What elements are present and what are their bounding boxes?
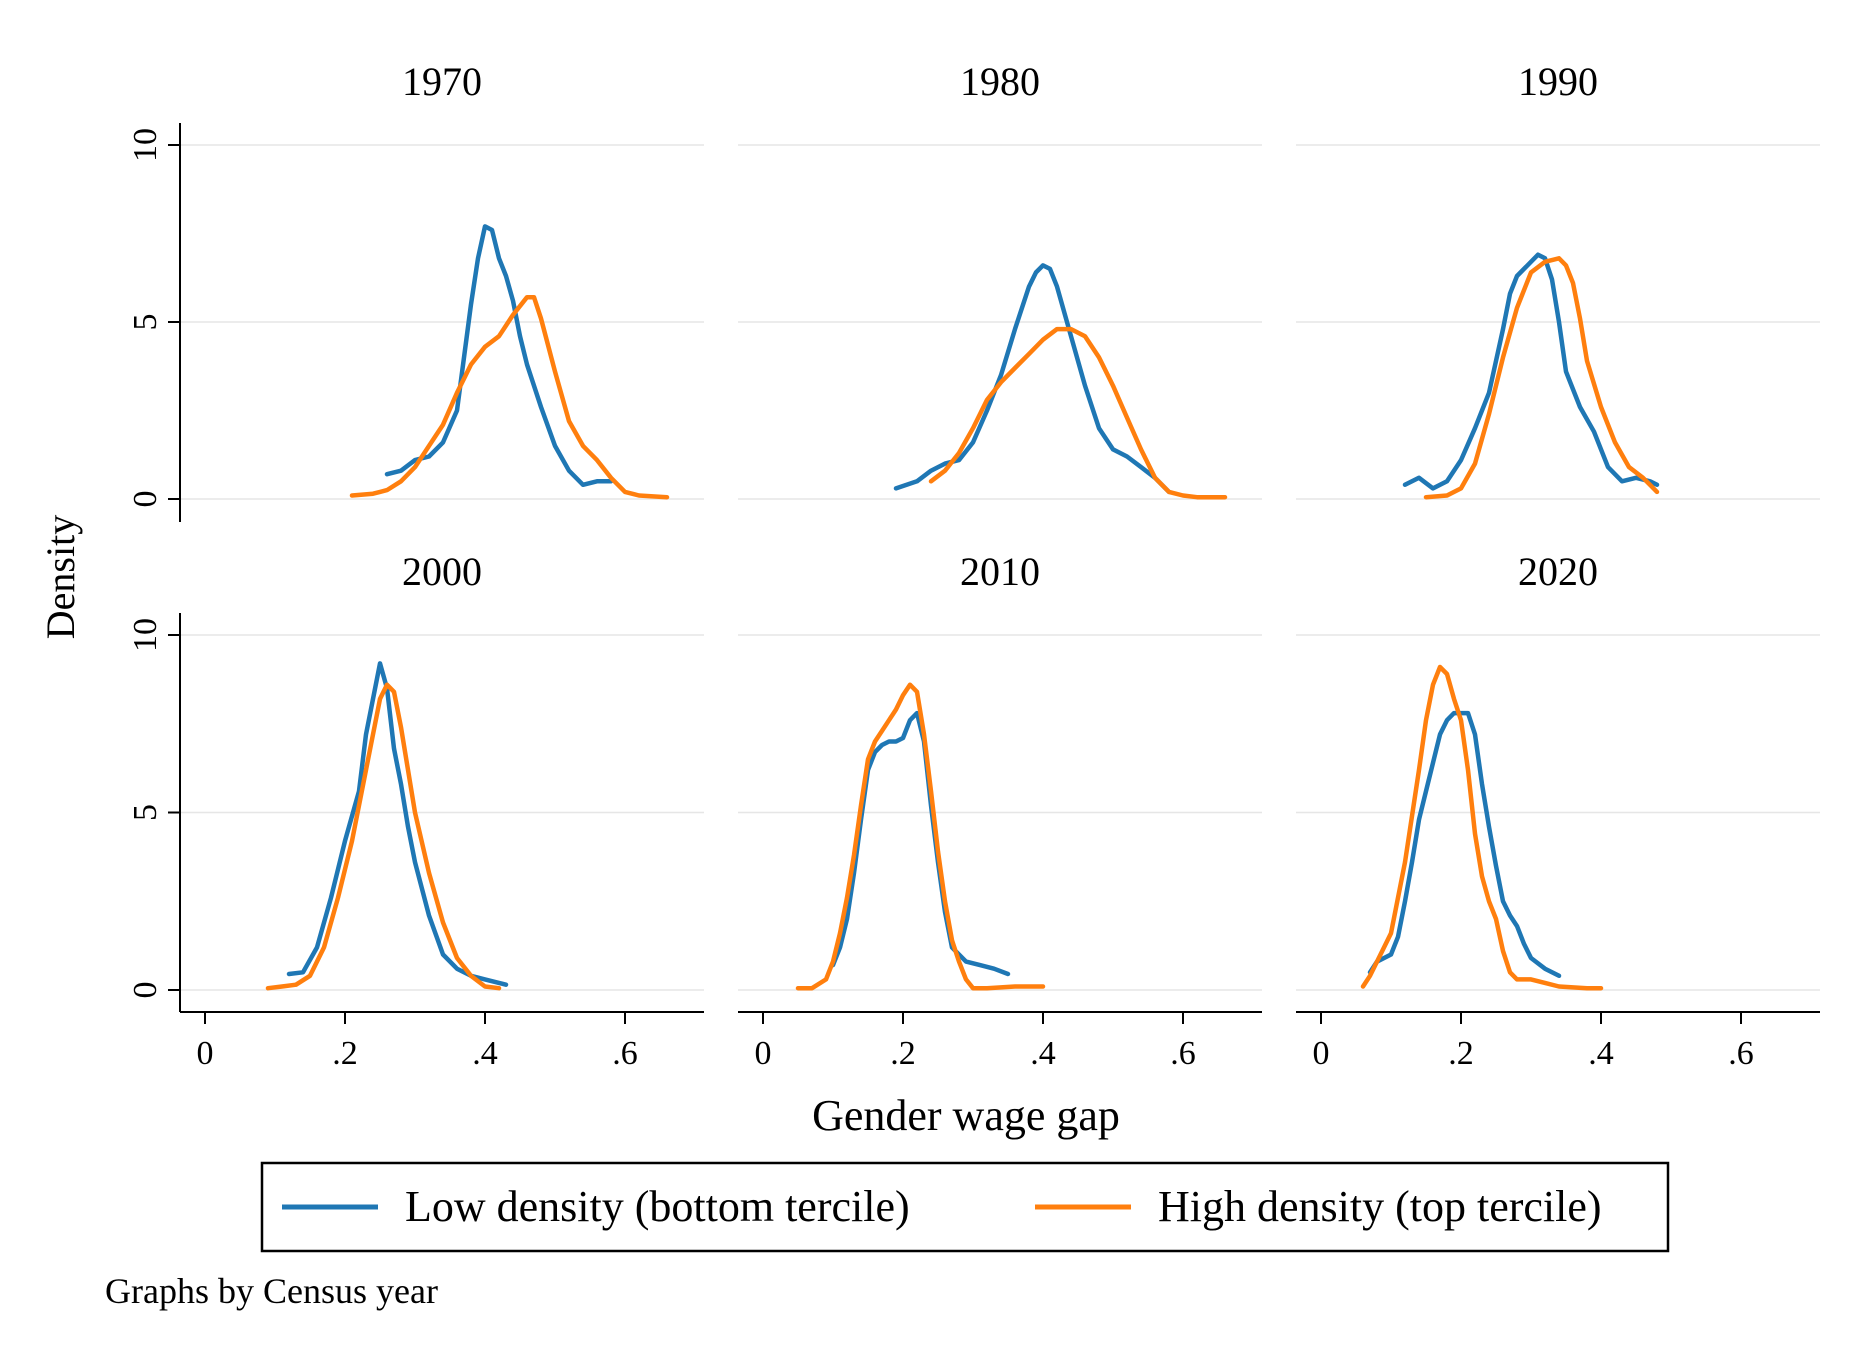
series-line-high <box>1360 664 1604 991</box>
panel-title: 2000 <box>402 549 482 594</box>
panel-2010: 2010 0 .2 .4 .6 <box>738 549 1262 1072</box>
graphs-by-note: Graphs by Census year <box>105 1271 438 1311</box>
x-tick-label: .4 <box>1588 1035 1614 1072</box>
y-axis-label: Density <box>38 515 83 639</box>
series-line-high <box>928 326 1228 500</box>
panels: 1970 0 5 10 1980 1990 2000 0 5 10 0 .2 .4 .6 2010 0 .2 .4… <box>127 59 1820 1072</box>
series-line-high <box>265 682 502 991</box>
legend: Low density (bottom tercile) High densit… <box>260 1161 1670 1253</box>
y-tick-label: 5 <box>127 804 164 821</box>
panel-2020: 2020 0 .2 .4 .6 <box>1296 549 1820 1072</box>
series-line-low <box>384 224 614 488</box>
legend-label-low: Low density (bottom tercile) <box>405 1182 910 1231</box>
y-tick-label: 0 <box>127 491 164 508</box>
y-tick-label: 10 <box>127 128 164 162</box>
x-tick-label: .4 <box>472 1035 498 1072</box>
x-tick-label: .2 <box>890 1035 916 1072</box>
y-tick-label: 5 <box>127 314 164 331</box>
x-tick-label: .6 <box>612 1035 638 1072</box>
series-line-low <box>893 263 1172 495</box>
panel-title: 1990 <box>1518 59 1598 104</box>
y-tick-label: 10 <box>127 618 164 652</box>
x-tick-label: 0 <box>1313 1035 1330 1072</box>
x-tick-label: .6 <box>1170 1035 1196 1072</box>
x-tick-label: .2 <box>332 1035 358 1072</box>
legend-box <box>260 1161 1670 1253</box>
panel-1980: 1980 <box>738 59 1262 500</box>
legend-label-high: High density (top tercile) <box>1158 1182 1602 1231</box>
panel-title: 1980 <box>960 59 1040 104</box>
x-tick-label: 0 <box>197 1035 214 1072</box>
panel-title: 2020 <box>1518 549 1598 594</box>
x-tick-label: .6 <box>1728 1035 1754 1072</box>
panel-title: 1970 <box>402 59 482 104</box>
x-tick-label: .2 <box>1448 1035 1474 1072</box>
x-tick-label: 0 <box>755 1035 772 1072</box>
x-tick-label: .4 <box>1030 1035 1056 1072</box>
series-line-high <box>1423 256 1660 500</box>
series-line-low <box>1402 252 1660 491</box>
x-axis-label: Gender wage gap <box>812 1091 1120 1140</box>
series-line-high <box>795 682 1046 991</box>
y-tick-label: 0 <box>127 982 164 999</box>
panel-1990: 1990 <box>1296 59 1820 500</box>
series-line-low <box>830 710 1011 977</box>
panel-1970: 1970 0 5 10 <box>127 59 704 522</box>
panel-2000: 2000 0 5 10 0 .2 .4 .6 <box>127 549 704 1072</box>
series-line-high <box>349 294 670 500</box>
panel-title: 2010 <box>960 549 1040 594</box>
